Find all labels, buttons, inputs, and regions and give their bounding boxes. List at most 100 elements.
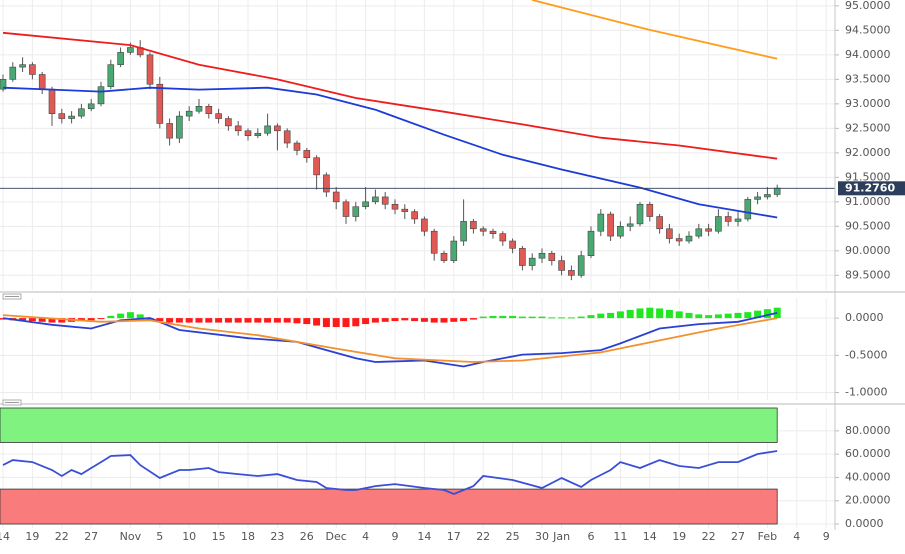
candle-body (568, 270, 575, 276)
histogram-bar (244, 318, 252, 323)
histogram-bar (126, 312, 134, 319)
histogram-bar (656, 308, 664, 319)
candle-body (293, 142, 301, 151)
panel-handle[interactable] (2, 293, 22, 300)
zone-band (0, 488, 778, 525)
x-tick-label: 22 (55, 530, 69, 543)
candle-body (479, 228, 487, 232)
candle-body (146, 54, 154, 85)
histogram-bar (714, 314, 722, 319)
candle-body (107, 64, 115, 88)
candle-body (127, 47, 134, 53)
candle-body (577, 255, 585, 276)
x-tick-label: 5 (156, 530, 163, 543)
histogram-bar (48, 318, 56, 323)
y-tick-label: 94.5000 (845, 23, 891, 36)
y-tick-label: 92.5000 (845, 121, 891, 134)
histogram-bar (38, 318, 46, 322)
histogram-bar (313, 318, 321, 326)
histogram-bar (28, 318, 36, 322)
candle-body (225, 118, 232, 127)
histogram-bar (136, 314, 144, 319)
histogram-bar (763, 309, 771, 319)
candle-body (342, 201, 350, 217)
histogram-bar (528, 316, 536, 319)
histogram-bar (675, 311, 683, 319)
x-tick-label: 17 (447, 530, 461, 543)
macd-line (2, 312, 778, 368)
price-tag (838, 181, 905, 196)
candle-body (548, 252, 556, 261)
candle-body (656, 216, 663, 230)
y-tick-label: 80.0000 (845, 424, 891, 437)
histogram-bar (215, 318, 223, 323)
histogram-bar (548, 317, 556, 319)
candle-body (509, 240, 516, 249)
histogram-bar (567, 317, 575, 319)
candle-body (195, 106, 203, 112)
x-tick-label: 19 (25, 530, 39, 543)
candle-body (244, 130, 252, 136)
y-tick-label: 0.0000 (845, 311, 884, 324)
candle-body (430, 230, 438, 254)
candle-body (764, 194, 771, 198)
candle-body (538, 252, 546, 259)
histogram-bar (430, 318, 438, 323)
y-tick-label: 90.0000 (845, 244, 891, 257)
candle-body (734, 218, 742, 222)
x-tick-label: 22 (702, 530, 716, 543)
y-tick-label: 91.5000 (845, 170, 891, 183)
histogram-bar (616, 311, 624, 319)
candle-body (695, 228, 703, 237)
candle-body (499, 233, 507, 242)
y-tick-label: 90.5000 (845, 219, 891, 232)
candle-body (0, 79, 7, 90)
candle-body (636, 203, 644, 225)
histogram-bar (166, 318, 174, 323)
histogram-bar (744, 312, 752, 319)
macd-line (2, 314, 778, 363)
candle-body (773, 187, 781, 195)
candle-body (724, 216, 732, 222)
panel-handle[interactable] (2, 399, 22, 406)
x-tick-label: 18 (241, 530, 255, 543)
histogram-bar (175, 318, 183, 323)
candle-body (666, 228, 673, 239)
zone-band (0, 407, 778, 443)
candle-body (675, 238, 683, 242)
histogram-bar (724, 313, 732, 319)
histogram-bar (58, 318, 66, 323)
candle-body (166, 123, 173, 139)
y-tick-label: 93.0000 (845, 97, 891, 110)
candle-body (78, 108, 85, 117)
histogram-bar (499, 315, 507, 319)
x-tick-label: 14 (417, 530, 431, 543)
histogram-bar (734, 312, 742, 319)
candle-body (352, 206, 360, 217)
histogram-bar (479, 316, 487, 319)
histogram-bar (224, 318, 232, 323)
x-tick-label: 6 (588, 530, 595, 543)
x-tick-label: 4 (793, 530, 800, 543)
candle-body (519, 248, 526, 266)
candle-body (19, 64, 26, 68)
moving-average (531, 0, 778, 60)
y-tick-label: 91.0000 (845, 195, 891, 208)
y-tick-label: 40.0000 (845, 470, 891, 483)
candle-body (362, 201, 369, 208)
y-tick-label: 20.0000 (845, 494, 891, 507)
candle-body (411, 211, 418, 220)
histogram-bar (587, 315, 595, 319)
indicator-line (2, 450, 778, 495)
x-tick-label: 11 (613, 530, 627, 543)
y-tick-label: 0.0000 (845, 517, 884, 530)
histogram-bar (411, 318, 419, 322)
x-tick-label: 4 (362, 530, 369, 543)
candle-body (9, 66, 17, 80)
candle-body (185, 110, 193, 117)
histogram-bar (322, 318, 330, 328)
histogram-bar (185, 318, 193, 323)
